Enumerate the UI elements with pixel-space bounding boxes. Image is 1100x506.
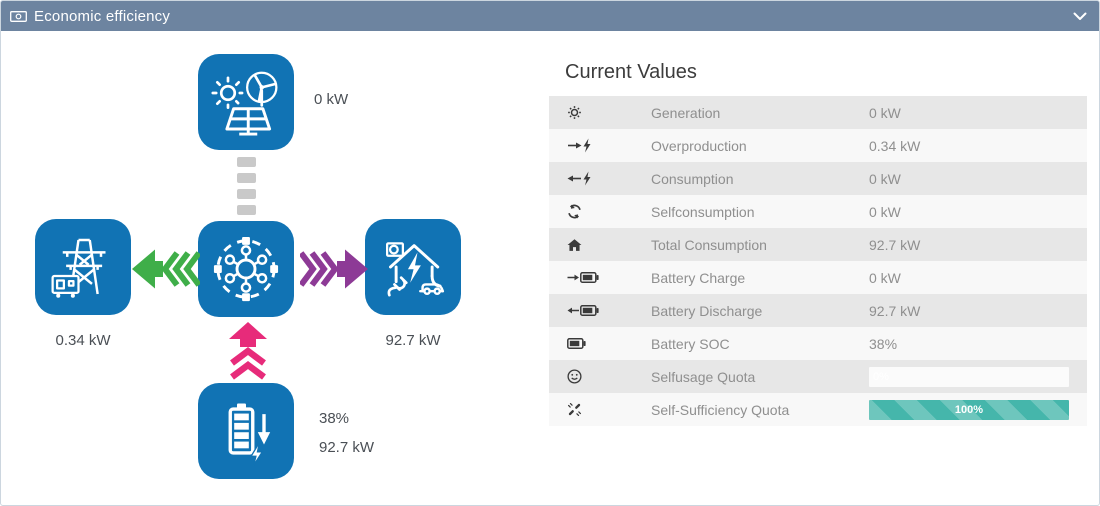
current-values-title: Current Values <box>565 61 697 83</box>
chevron-down-icon[interactable] <box>1073 12 1087 21</box>
grid-export-arrow <box>132 245 202 298</box>
grid-tile <box>35 219 131 315</box>
battery-power-label: 92.7 kW <box>319 439 375 456</box>
home-icon <box>567 238 651 252</box>
generation-flow-idle <box>237 157 256 215</box>
row-value: 0.34 kW <box>869 137 921 154</box>
battery-soc-label: 38% <box>319 410 350 427</box>
renewables-icon <box>210 66 282 138</box>
self-sufficiency-quota-progressbar: 100% <box>869 399 1069 420</box>
table-row-overproduction: Overproduction 0.34 kW <box>549 129 1087 162</box>
row-label: Selfconsumption <box>651 203 755 220</box>
home-value-label: 92.7 kW <box>385 332 441 349</box>
row-label: Selfusage Quota <box>651 368 756 385</box>
progress-label: 100% <box>954 403 984 416</box>
row-value: 0 kW <box>869 170 901 187</box>
refresh-icon <box>567 204 651 219</box>
row-value: 92.7 kW <box>869 302 921 319</box>
row-value: 0 kW <box>869 269 901 286</box>
panel-title: Economic efficiency <box>34 7 171 25</box>
generation-tile <box>198 54 294 150</box>
money-icon <box>10 10 27 22</box>
row-label: Consumption <box>651 170 734 187</box>
grid-value-label: 0.34 kW <box>55 332 111 349</box>
home-tile <box>365 219 461 315</box>
table-row-selfusage-quota: Selfusage Quota 0% <box>549 360 1087 393</box>
hub-tile <box>198 221 294 317</box>
battery-discharge-icon <box>210 395 282 467</box>
arrow-left-battery-icon <box>567 305 651 316</box>
row-label: Overproduction <box>651 137 747 154</box>
current-values-table: Generation 0 kW Overproduction 0.34 kW C… <box>549 96 1087 426</box>
battery-discharge-arrow <box>227 322 269 387</box>
energy-hub-icon <box>210 233 282 305</box>
table-row-battery-discharge: Battery Discharge 92.7 kW <box>549 294 1087 327</box>
arrow-left-bolt-icon <box>567 171 651 186</box>
table-row-battery-soc: Battery SOC 38% <box>549 327 1087 360</box>
table-row-consumption: Consumption 0 kW <box>549 162 1087 195</box>
battery-value-label: 38% 92.7 kW <box>319 404 374 462</box>
row-label: Battery Discharge <box>651 302 763 319</box>
table-row-self-sufficiency-quota: Self-Sufficiency Quota 100% <box>549 393 1087 426</box>
selfusage-quota-progressbar: 0% <box>869 366 1069 387</box>
row-label: Battery Charge <box>651 269 746 286</box>
house-consumption-icon <box>377 231 449 303</box>
current-values-section: Current Values Generation 0 kW Overprodu… <box>549 31 1087 426</box>
battery-tile <box>198 383 294 479</box>
row-value: 92.7 kW <box>869 236 921 253</box>
battery-icon <box>567 338 651 349</box>
table-row-generation: Generation 0 kW <box>549 96 1087 129</box>
smiley-icon <box>567 369 651 384</box>
arrow-right-bolt-icon <box>567 138 651 153</box>
row-value: 38% <box>869 335 898 352</box>
table-row-total-consumption: Total Consumption 92.7 kW <box>549 228 1087 261</box>
unlink-icon <box>567 402 651 417</box>
row-value: 0 kW <box>869 203 901 220</box>
power-grid-icon <box>47 231 119 303</box>
generation-value-label: 0 kW <box>314 91 349 108</box>
progress-label: 0% <box>873 370 889 383</box>
row-label: Generation <box>651 104 721 121</box>
panel-header[interactable]: Economic efficiency <box>1 1 1099 31</box>
energy-flow-diagram: 0 kW <box>1 31 547 505</box>
table-row-selfconsumption: Selfconsumption 0 kW <box>549 195 1087 228</box>
home-consumption-arrow <box>298 245 368 298</box>
arrow-right-battery-icon <box>567 272 651 283</box>
row-value: 0 kW <box>869 104 901 121</box>
table-row-battery-charge: Battery Charge 0 kW <box>549 261 1087 294</box>
sun-icon <box>567 105 651 120</box>
row-label: Self-Sufficiency Quota <box>651 401 790 418</box>
row-label: Battery SOC <box>651 335 730 352</box>
row-label: Total Consumption <box>651 236 767 253</box>
